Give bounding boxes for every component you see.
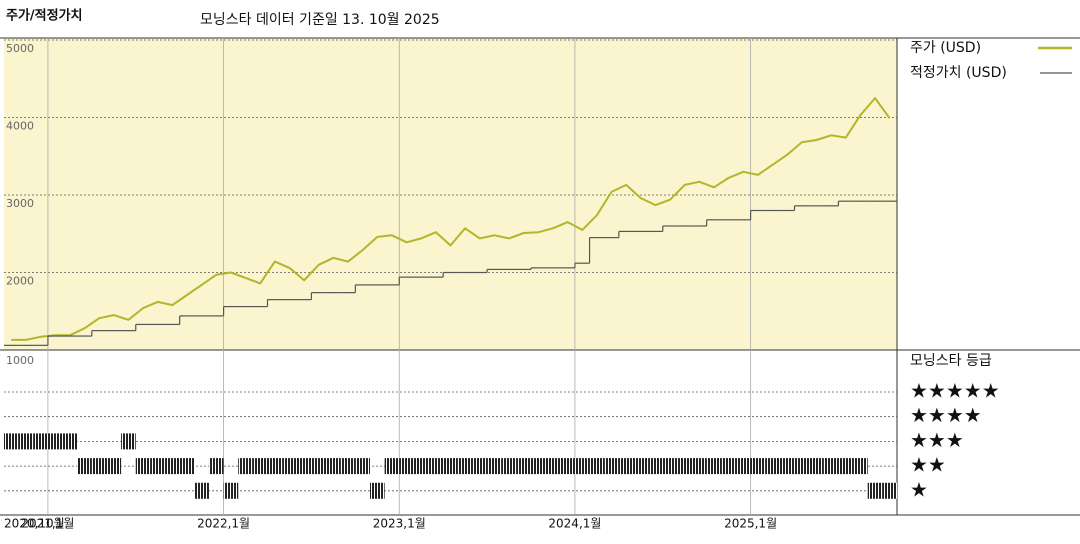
rating-bar: [501, 458, 517, 475]
rating-bar: [794, 458, 810, 475]
rating-bar: [692, 458, 707, 475]
rating-bar: [662, 458, 678, 475]
y-tick-label: 2000: [6, 275, 34, 288]
rating-bar: [326, 458, 341, 475]
rating-bar: [384, 458, 400, 475]
rating-bar: [47, 433, 63, 450]
rating-bar: [604, 458, 619, 475]
y-tick-label: 3000: [6, 197, 34, 210]
rating-bar: [165, 458, 180, 475]
x-tick-label: 2025,1월: [724, 517, 777, 531]
x-tick-label: 2020,10월: [4, 517, 65, 531]
x-tick-label: 2023,1월: [373, 517, 426, 531]
rating-bar: [457, 458, 473, 475]
rating-bar: [150, 458, 166, 475]
rating-bar: [618, 458, 634, 475]
rating-bar: [531, 458, 546, 475]
rating-bar: [179, 458, 195, 475]
rating-bar: [223, 482, 239, 499]
rating-bar: [823, 458, 839, 475]
rating-bar: [399, 458, 414, 475]
rating-bar: [838, 458, 854, 475]
rating-bar: [545, 458, 561, 475]
rating-bar: [487, 458, 502, 475]
rating-bar: [121, 433, 136, 450]
rating-bar: [62, 433, 78, 450]
rating-bar: [77, 458, 92, 475]
y-tick-label: 4000: [6, 120, 34, 133]
legend-label: ★: [910, 477, 928, 501]
rating-bar: [721, 458, 736, 475]
price-line: [11, 97, 891, 341]
rating-bar: [560, 458, 575, 475]
rating-bar: [648, 458, 663, 475]
rating-bar: [252, 458, 268, 475]
rating-bar: [809, 458, 824, 475]
rating-bar: [311, 458, 327, 475]
rating-bar: [633, 458, 649, 475]
rating-bar: [413, 458, 429, 475]
rating-axis-label: 1000: [6, 354, 34, 367]
rating-title: 모닝스타 등급: [910, 353, 992, 369]
x-tick-label: 2024,1월: [548, 517, 601, 531]
rating-bar: [33, 433, 48, 450]
rating-bar: [853, 458, 868, 475]
rating-bar: [516, 458, 532, 475]
legend-label: ★★★★★: [910, 379, 1000, 403]
rating-bar: [296, 458, 312, 475]
rating-bar: [867, 482, 883, 499]
legend-label: ★★★★: [910, 403, 982, 427]
chart-title: 주가/적정가치: [6, 8, 83, 24]
rating-bar: [340, 458, 356, 475]
rating-bar: [472, 458, 488, 475]
rating-bar: [106, 458, 122, 475]
y-tick-label: 5000: [6, 42, 34, 55]
rating-bar: [4, 433, 19, 450]
legend-label: ★★: [910, 453, 946, 477]
x-tick-label: 2021,1월: [21, 517, 74, 531]
rating-bar: [677, 458, 693, 475]
rating-bar: [706, 458, 722, 475]
chart-subtitle: 모닝스타 데이터 기준일 13. 10월 2025: [200, 12, 440, 28]
rating-bar: [355, 458, 370, 475]
rating-bar: [574, 458, 590, 475]
rating-bar: [18, 433, 34, 450]
rating-bar: [369, 482, 385, 499]
rating-bar: [765, 458, 780, 475]
rating-bar: [735, 458, 751, 475]
legend-label: 적정가치 (USD): [910, 65, 1007, 81]
rating-bar: [135, 458, 151, 475]
rating-bar: [208, 458, 224, 475]
rating-bar: [91, 458, 107, 475]
legend-label: 주가 (USD): [910, 40, 981, 56]
rating-bar: [267, 458, 283, 475]
plot-background: [4, 38, 897, 350]
rating-bar: [238, 458, 253, 475]
rating-bar: [428, 458, 444, 475]
rating-bar: [443, 458, 458, 475]
rating-bar: [282, 458, 297, 475]
x-tick-label: 2022,1월: [197, 517, 250, 531]
rating-bar: [194, 482, 209, 499]
rating-bar: [779, 458, 795, 475]
rating-bar: [882, 482, 897, 499]
legend-label: ★★★: [910, 428, 964, 452]
rating-bar: [589, 458, 605, 475]
rating-bar: [750, 458, 766, 475]
